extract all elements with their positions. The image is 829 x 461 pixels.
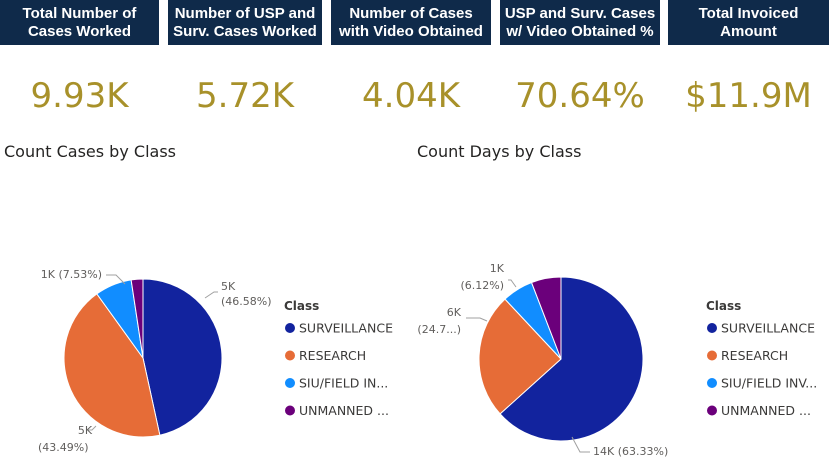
pie2-legend-item-3[interactable]: SIU/FIELD INV... xyxy=(721,376,817,391)
pie1-slice-research[interactable] xyxy=(63,293,161,438)
kpi-header-video-percent: USP and Surv. Cases w/ Video Obtained % xyxy=(500,0,660,45)
pie1-slice-unmanned[interactable] xyxy=(130,278,144,359)
pie1-legend-item-2[interactable]: RESEARCH xyxy=(299,348,366,363)
pie2-legend-item-2[interactable]: RESEARCH xyxy=(721,348,788,363)
pie2-legend-marker-3 xyxy=(707,378,717,388)
pie1-leader-line-2 xyxy=(88,425,97,431)
pie1-slice-surveillance[interactable] xyxy=(142,278,223,436)
pie2-legend-marker-4 xyxy=(707,405,717,416)
pie2-legend-title: Class xyxy=(706,299,741,313)
pie2-legend-item-4[interactable]: UNMANNED ... xyxy=(721,403,811,418)
chart-title-days-by-class: Count Days by Class xyxy=(417,142,582,161)
chart-title-cases-by-class: Count Cases by Class xyxy=(4,142,176,161)
pie1-leader-line-1 xyxy=(204,291,218,299)
kpi-header-video-cases: Number of Cases with Video Obtained xyxy=(331,0,491,45)
pie1-legend-item-3[interactable]: SIU/FIELD IN... xyxy=(299,376,388,391)
kpi-value-total-cases: 9.93K xyxy=(30,76,129,116)
pie1-data-label-3-value: 1K (7.53%) xyxy=(41,268,102,281)
pie1-legend-title: Class xyxy=(284,299,319,313)
pie1-legend-marker-2 xyxy=(285,350,295,361)
pie1-leader-line-3 xyxy=(106,274,126,285)
kpi-value-video-percent: 70.64% xyxy=(515,76,645,116)
pie1-legend-item-1[interactable]: SURVEILLANCE xyxy=(299,321,393,336)
pie1-data-label-2-percent: (43.49%) xyxy=(38,441,89,454)
pie1-data-label-1-percent: (46.58%) xyxy=(221,295,272,308)
pie2-data-label-2-percent: (24.7...) xyxy=(417,323,461,336)
kpi-value-usp-surv-cases: 5.72K xyxy=(196,76,294,116)
pie2-legend-item-1[interactable]: SURVEILLANCE xyxy=(721,321,815,336)
pie2-data-label-3-value: 1K xyxy=(490,262,505,275)
pie2-legend-marker-1 xyxy=(707,323,717,333)
kpi-header-usp-surv-cases: Number of USP and Surv. Cases Worked xyxy=(168,0,322,45)
kpi-value-invoiced-amount: $11.9M xyxy=(685,76,812,116)
pie2-data-label-2-value: 6K xyxy=(447,306,462,319)
pie2-leader-line-2 xyxy=(466,317,488,322)
pie2-leader-line-1 xyxy=(571,436,590,453)
pie2-data-label-1-value: 14K (63.33%) xyxy=(593,445,668,458)
pie1-legend-item-4[interactable]: UNMANNED ... xyxy=(299,403,389,418)
kpi-value-video-cases: 4.04K xyxy=(362,76,460,116)
pie1-legend-marker-1 xyxy=(285,323,295,333)
pie1-legend-marker-4 xyxy=(285,405,295,416)
pie2-legend-marker-2 xyxy=(707,350,717,361)
kpi-header-total-cases: Total Number of Cases Worked xyxy=(0,0,159,45)
pie2-slice-surveillance[interactable] xyxy=(499,276,644,442)
pie1-data-label-1-value: 5K xyxy=(221,280,236,293)
pie2-slice-unmanned[interactable] xyxy=(530,276,562,360)
pie2-slice-research[interactable] xyxy=(478,298,562,415)
pie1-data-label-2-value: 5K xyxy=(78,424,93,437)
kpi-header-invoiced-amount: Total Invoiced Amount xyxy=(668,0,829,45)
pie1-legend-marker-3 xyxy=(285,378,295,388)
pie2-leader-line-3 xyxy=(508,279,517,288)
pie2-data-label-3-percent: (6.12%) xyxy=(460,279,504,292)
